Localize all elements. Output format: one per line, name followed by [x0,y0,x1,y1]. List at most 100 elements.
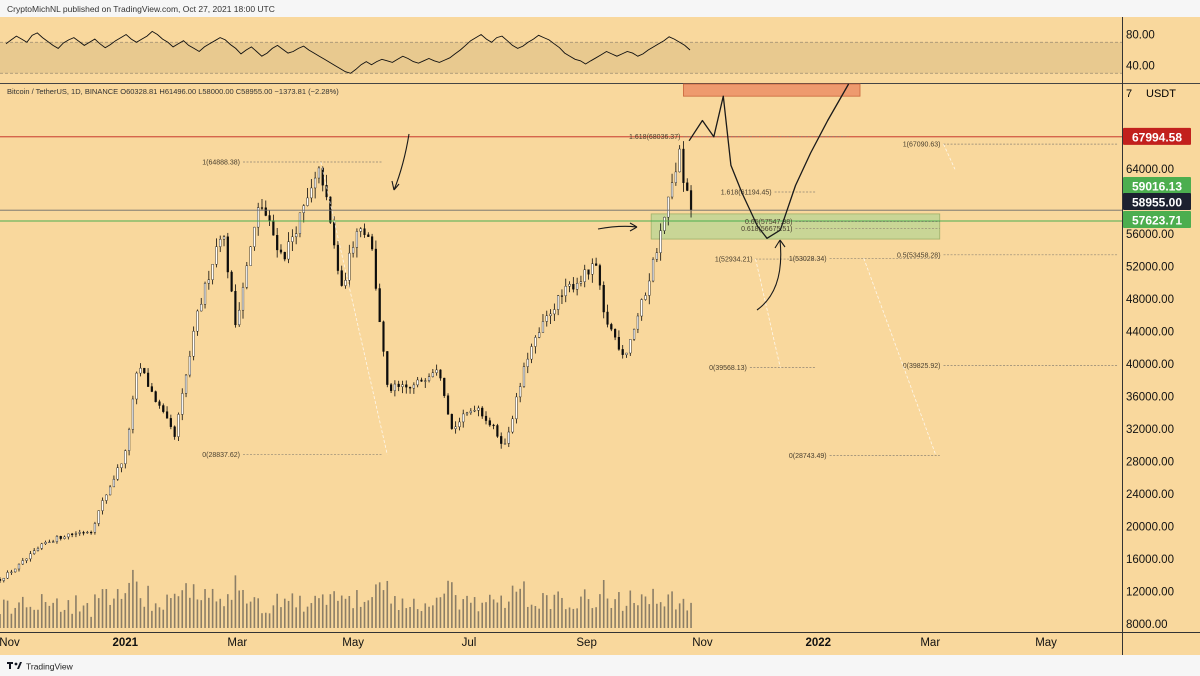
candle [146,368,150,388]
volume-bar [132,569,134,628]
candles-layer [0,141,693,583]
volume-bar [568,607,571,628]
candle [500,432,503,449]
volume-bar [386,580,389,628]
volume-bar [367,600,370,628]
candle [112,475,116,488]
candle [348,244,351,288]
volume-bar [451,582,453,628]
time-axis[interactable]: Nov 2021 Mar May Jul Sep Nov 2022 Mar May [0,637,1057,649]
volume-bar [359,606,362,628]
volume-bar [656,603,658,628]
time-tick-label: Nov [692,637,713,649]
volume-bar [147,585,149,628]
volume-bar [375,584,377,628]
volume-bar [580,596,582,628]
volume-bar [640,594,643,628]
arrow-right-icon[interactable] [597,222,638,232]
candle [97,510,100,527]
volume-bar [246,603,248,628]
candle [336,241,340,275]
candle [435,364,438,376]
candle [215,238,218,268]
candle [10,569,13,575]
candle [344,272,347,289]
fib-level-label: 0(28837.62) [202,452,240,459]
candle [162,403,165,414]
svg-text:59016.13: 59016.13 [1132,180,1182,194]
volume-bar [154,603,157,628]
candle [71,532,74,538]
volume-bar [648,604,651,628]
volume-bar [94,594,96,628]
candle [595,257,598,266]
candle [196,309,199,336]
candle [181,388,184,421]
candle [260,198,264,211]
candle [234,284,237,328]
price-tick-label: 32000.00 [1126,424,1174,436]
volume-bar [348,596,351,628]
volume-bar [116,589,119,628]
candle [686,178,689,192]
candle [0,577,2,583]
volume-bar [33,609,35,628]
volume-bar [595,607,597,628]
candle [682,141,685,192]
volume-bar [6,600,9,628]
candle [412,382,415,394]
candle [40,542,43,551]
volume-bar [71,613,73,628]
volume-bar [97,598,100,628]
volume-bar [561,597,563,628]
volume-bar [242,589,244,628]
candle [264,200,267,217]
candle [416,376,419,388]
candle [397,380,400,392]
volume-bar [306,606,309,628]
volume-bar [675,609,677,628]
candle [492,423,495,430]
volume-bar [644,596,647,628]
volume-bar [371,597,373,628]
candle [219,235,222,253]
candle [21,557,24,565]
candle [257,202,260,236]
candle [617,330,621,351]
price-axis[interactable]: 64000.0060000.0056000.0052000.0048000.00… [1126,164,1174,631]
candle [188,350,191,378]
price-tick-label: 20000.00 [1126,521,1174,533]
volume-bar [40,594,43,628]
volume-bar [257,598,259,628]
volume-bar [291,593,294,628]
candle [150,382,153,393]
volume-bar [606,598,609,628]
volume-bar [238,590,241,628]
volume-bar [59,611,62,628]
candle [52,539,55,543]
price-tick-label: 44000.00 [1126,327,1174,339]
candle [564,278,567,303]
candle [659,223,662,261]
volume-bar [90,616,92,628]
volume-bar [659,602,662,628]
price-tick-label: 52000.00 [1126,262,1174,274]
zones-layer [650,83,941,240]
arrow-down-icon[interactable] [391,133,410,191]
candle [63,535,66,540]
volume-bar [162,609,165,628]
volume-bar [492,599,495,628]
candle [401,380,404,394]
candle [74,531,78,538]
arrow-up-icon[interactable] [756,239,786,311]
volume-bar [310,603,313,628]
candle [382,320,385,357]
fib-level-label: 0.65(57547.98) [745,219,792,226]
volume-bar [435,597,438,628]
candle [446,393,450,415]
candle [549,309,552,324]
volume-bar [189,597,191,628]
projection-path[interactable] [688,83,850,239]
volume-bar [621,610,624,628]
volume-bar [314,595,316,628]
